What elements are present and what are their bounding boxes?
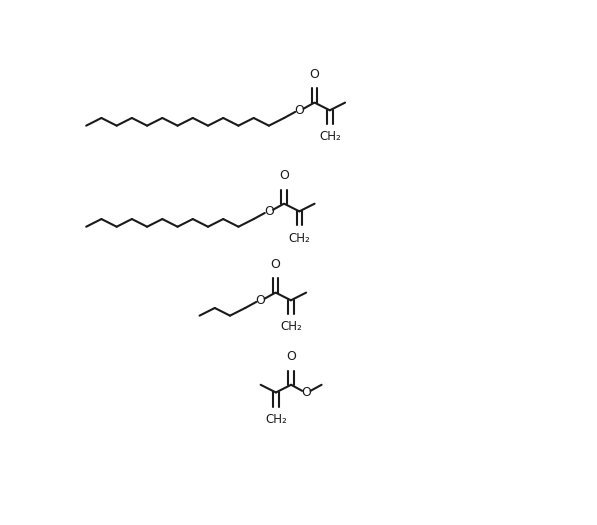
Text: CH₂: CH₂	[319, 131, 341, 143]
Text: CH₂: CH₂	[288, 232, 310, 245]
Text: O: O	[256, 294, 266, 307]
Text: CH₂: CH₂	[265, 413, 287, 426]
Text: O: O	[294, 104, 304, 117]
Text: O: O	[286, 350, 296, 363]
Text: O: O	[264, 205, 274, 218]
Text: O: O	[279, 169, 289, 182]
Text: O: O	[310, 68, 319, 81]
Text: CH₂: CH₂	[280, 320, 301, 333]
Text: O: O	[271, 258, 281, 271]
Text: O: O	[301, 386, 311, 399]
